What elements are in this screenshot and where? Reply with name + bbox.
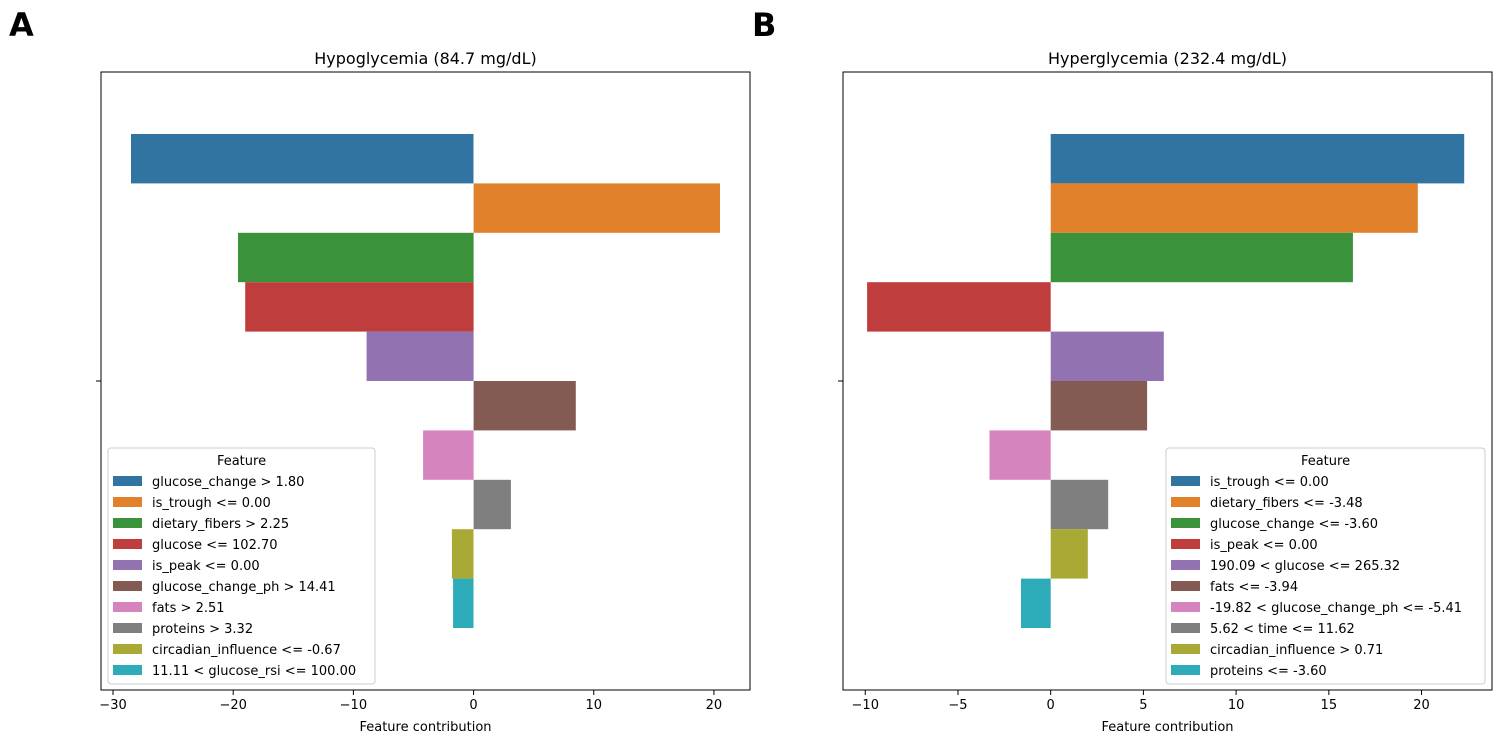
bar [451,529,474,579]
x-tick-label: 0 [469,698,477,713]
x-tick-label: 15 [1321,698,1338,713]
legend-title: Feature [217,454,266,469]
bar [453,578,474,628]
legend-entry: glucose_change <= -3.60 [1210,517,1378,532]
x-tick-label: 10 [585,698,602,713]
legend-entry: 11.11 < glucose_rsi <= 100.00 [152,664,356,679]
legend-swatch [1171,539,1200,549]
legend-b: Feature is_trough <= 0.00 dietary_fibers <… [1165,447,1486,685]
legend-entry: proteins > 3.32 [152,622,253,637]
legend-swatch [113,602,142,612]
bar [1050,183,1418,233]
bar [473,183,720,233]
bar [989,430,1051,480]
legend-entry: dietary_fibers > 2.25 [152,517,289,532]
legend-entry: is_peak <= 0.00 [1210,538,1318,553]
legend-swatch [1171,623,1200,633]
legend-entry: glucose_change_ph > 14.41 [152,580,336,595]
x-tick-label: 0 [1047,698,1055,713]
legend-swatch [1171,518,1200,528]
legend-entry: circadian_influence <= -0.67 [152,643,341,658]
legend-entry: is_trough <= 0.00 [1210,475,1329,490]
bar [1050,479,1109,530]
x-axis-label-a: Feature contribution [359,720,491,735]
bar [473,381,576,431]
x-tick-label: 5 [1139,698,1147,713]
bars-a [131,134,720,628]
bar [867,282,1051,332]
legend-swatch [113,539,142,549]
bar [1050,331,1164,381]
x-axis-label-b: Feature contribution [1101,720,1233,735]
legend-swatch [113,644,142,654]
x-tick-label: 10 [1228,698,1245,713]
legend-entry: -19.82 < glucose_change_ph <= -5.41 [1210,601,1462,616]
panel-letter-b: B [752,6,776,44]
legend-swatch [113,560,142,570]
legend-entry: glucose <= 102.70 [152,538,278,553]
legend-a: Feature glucose_change > 1.80 is_trough <=… [107,447,376,685]
bar [366,331,474,381]
x-tick-label: 20 [1413,698,1430,713]
legend-swatch [113,665,142,675]
legend-entry: glucose_change > 1.80 [152,475,304,490]
bar [1021,578,1051,628]
legend-entry: is_peak <= 0.00 [152,559,260,574]
bar [245,282,474,332]
chart-title-a: Hypoglycemia (84.7 mg/dL) [314,49,536,68]
legend-swatch [113,623,142,633]
panel-b: B Hyperglycemia (232.4 mg/dL) −10 −5 0 5 10 1… [752,6,1493,735]
bar [1050,529,1088,579]
legend-swatch [113,518,142,528]
x-ticks-b: −10 −5 0 5 10 15 20 [852,690,1430,713]
chart-title-b: Hyperglycemia (232.4 mg/dL) [1048,49,1287,68]
legend-entry: 190.09 < glucose <= 265.32 [1210,559,1400,574]
bar [131,134,474,184]
legend-entry: proteins <= -3.60 [1210,664,1327,679]
legend-swatch [113,476,142,486]
legend-swatch [1171,476,1200,486]
bar [238,232,474,283]
legend-entry: circadian_influence > 0.71 [1210,643,1383,658]
bar [1050,381,1148,431]
legend-entry: 5.62 < time <= 11.62 [1210,622,1355,637]
legend-entry: is_trough <= 0.00 [152,496,271,511]
legend-swatch [1171,560,1200,570]
x-tick-label: −10 [340,698,367,713]
legend-entry: fats <= -3.94 [1210,580,1298,595]
bar [1050,134,1465,184]
legend-box [107,447,376,685]
panel-a: A Hypoglycemia (84.7 mg/dL) −30 −20 −10 0 10… [9,6,751,735]
bars-b [867,134,1465,628]
x-tick-label: −5 [948,698,967,713]
legend-swatch [1171,665,1200,675]
legend-swatch [113,581,142,591]
legend-entry: fats > 2.51 [152,601,225,616]
bar [1050,232,1353,283]
legend-swatch [113,497,142,507]
legend-swatch [1171,602,1200,612]
x-tick-label: −30 [99,698,126,713]
legend-title: Feature [1301,454,1350,469]
legend-entry: dietary_fibers <= -3.48 [1210,496,1363,511]
legend-swatch [1171,581,1200,591]
x-tick-label: −10 [852,698,879,713]
x-tick-label: −20 [219,698,246,713]
panel-letter-a: A [9,6,34,44]
legend-swatch [1171,644,1200,654]
bar [423,430,474,480]
bar [473,479,511,530]
x-tick-label: 20 [706,698,723,713]
legend-box [1165,447,1486,685]
legend-swatch [1171,497,1200,507]
x-ticks-a: −30 −20 −10 0 10 20 [99,690,722,713]
